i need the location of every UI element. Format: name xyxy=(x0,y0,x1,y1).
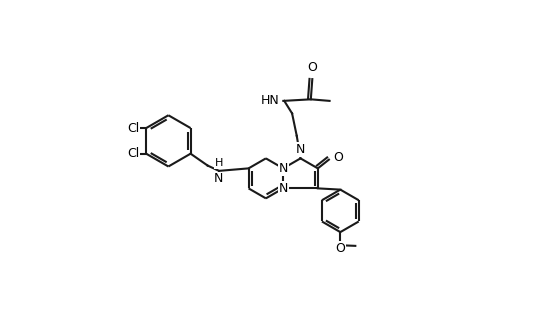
Text: O: O xyxy=(334,151,343,164)
Text: HN: HN xyxy=(261,94,280,107)
Text: N: N xyxy=(214,172,223,185)
Text: N: N xyxy=(279,162,288,175)
Text: H: H xyxy=(215,158,223,168)
Text: N: N xyxy=(296,143,305,156)
Text: N: N xyxy=(279,182,288,195)
Text: O: O xyxy=(335,242,345,255)
Text: Cl: Cl xyxy=(127,147,139,160)
Text: Cl: Cl xyxy=(127,121,139,135)
Text: O: O xyxy=(307,61,317,74)
